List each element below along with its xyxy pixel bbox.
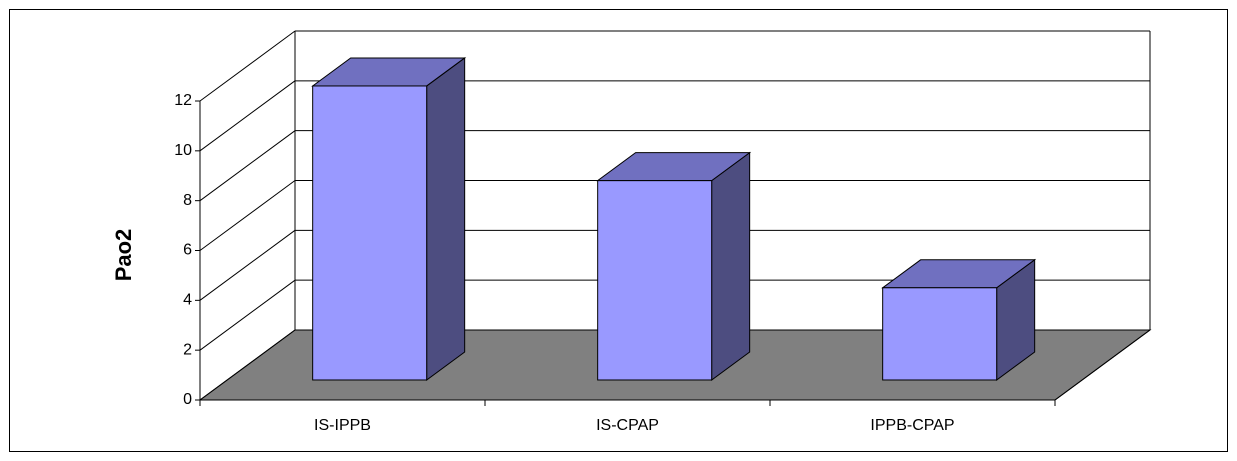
side-grid-line bbox=[199, 80, 296, 152]
y-tick-label: 6 bbox=[183, 242, 192, 259]
x-tick-label: IS-CPAP bbox=[596, 417, 659, 434]
y-tick-label: 0 bbox=[183, 391, 192, 408]
side-grid-line bbox=[199, 229, 296, 301]
y-tick-label: 12 bbox=[174, 92, 192, 109]
bar-side bbox=[711, 151, 751, 381]
x-tick-label: IS-IPPB bbox=[314, 417, 371, 434]
bar bbox=[312, 85, 428, 381]
side-grid-line bbox=[199, 180, 296, 251]
y-tick-label: 8 bbox=[183, 192, 192, 209]
side-grid-line bbox=[199, 30, 296, 102]
bar bbox=[597, 180, 713, 381]
bar-side bbox=[426, 56, 466, 381]
y-axis-title: Pao2 bbox=[111, 229, 136, 282]
floor-right-edge bbox=[1054, 329, 1151, 401]
side-grid-line bbox=[199, 130, 296, 202]
bar bbox=[882, 287, 998, 381]
x-tick-label: IPPB-CPAP bbox=[870, 417, 954, 434]
y-tick-label: 10 bbox=[174, 142, 192, 159]
y-tick-label: 2 bbox=[183, 341, 192, 358]
side-grid-line bbox=[199, 329, 296, 401]
y-tick-label: 4 bbox=[183, 292, 192, 309]
side-grid-line bbox=[199, 279, 296, 351]
